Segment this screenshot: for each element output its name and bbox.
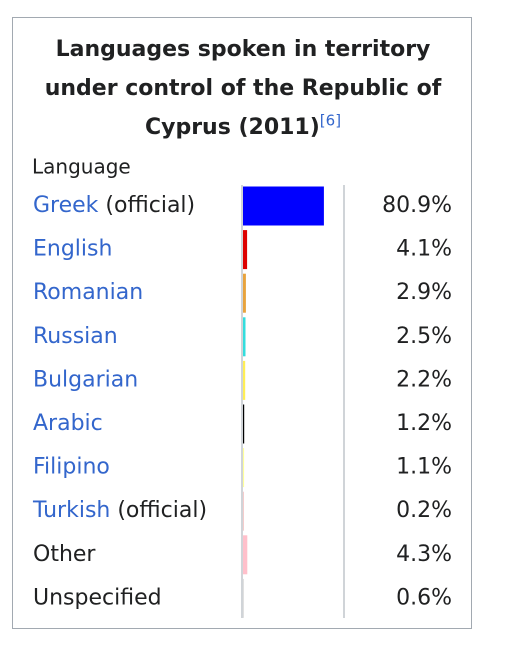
category-name[interactable]: English	[33, 237, 112, 262]
bar	[243, 317, 246, 357]
bar	[243, 404, 245, 444]
category-name[interactable]: Bulgarian	[33, 367, 138, 392]
chart-title: Languages spoken in territory under cont…	[44, 37, 442, 140]
bar	[243, 230, 248, 270]
bar	[243, 448, 245, 488]
category-label: Unspecified	[33, 585, 162, 610]
category-name[interactable]: Turkish	[32, 498, 110, 523]
category-label: Turkish (official)	[32, 498, 207, 523]
value-label: 2.9%	[396, 280, 452, 305]
category-label: Russian	[33, 324, 118, 349]
category-name: Unspecified	[33, 585, 162, 610]
category-label: Romanian	[33, 280, 143, 305]
value-label: 2.5%	[396, 324, 452, 349]
category-name[interactable]: Greek	[33, 193, 99, 218]
value-label: 4.3%	[396, 542, 452, 567]
category-label: Other	[33, 542, 96, 567]
column-header: Language	[32, 155, 131, 179]
category-label: Greek (official)	[33, 193, 195, 218]
bar	[243, 535, 248, 575]
chart-box	[12, 17, 472, 629]
value-label: 80.9%	[382, 193, 452, 218]
category-label: Bulgarian	[33, 367, 138, 392]
category-note: (official)	[117, 498, 207, 523]
category-name[interactable]: Arabic	[33, 411, 103, 436]
chart-title-block: Languages spoken in territory under cont…	[20, 30, 466, 147]
category-name: Other	[33, 542, 96, 567]
bar	[243, 360, 246, 400]
value-label: 4.1%	[396, 237, 452, 262]
category-label: English	[33, 237, 112, 262]
category-note: (official)	[105, 193, 195, 218]
category-label: Arabic	[33, 411, 103, 436]
bar	[243, 578, 244, 618]
category-label: Filipino	[33, 455, 110, 480]
category-name[interactable]: Filipino	[33, 455, 110, 480]
value-label: 2.2%	[396, 367, 452, 392]
value-label: 1.1%	[396, 455, 452, 480]
value-label: 0.2%	[396, 498, 452, 523]
value-label: 1.2%	[396, 411, 452, 436]
value-label: 0.6%	[396, 585, 452, 610]
reference[interactable]: [6]	[319, 111, 342, 130]
category-name[interactable]: Romanian	[33, 280, 143, 305]
category-name[interactable]: Russian	[33, 324, 118, 349]
bar	[243, 273, 246, 313]
bar	[243, 186, 324, 226]
